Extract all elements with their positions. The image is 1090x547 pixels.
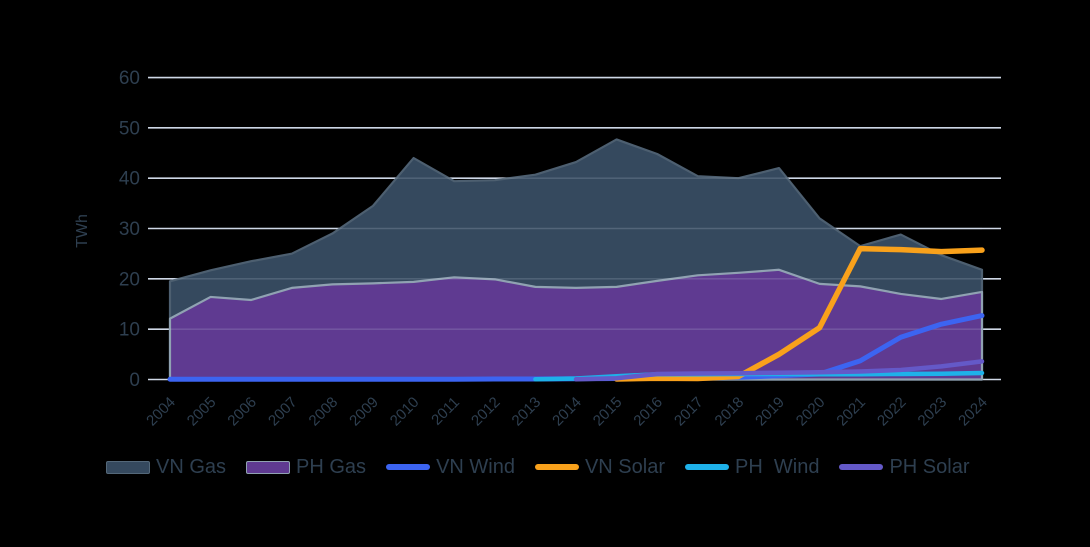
legend-item-vn-wind: VN Wind	[386, 457, 515, 477]
legend-item-ph-gas: PH Gas	[246, 457, 366, 477]
ph-wind-swatch	[685, 464, 729, 470]
x-axis-tick-label: 2009	[346, 394, 382, 430]
gridline-overlay	[170, 76, 982, 330]
vn-gas-swatch	[106, 460, 150, 474]
y-axis-tick-label: 20	[119, 269, 140, 290]
x-axis-tick-label: 2004	[143, 394, 179, 430]
legend-label-vn-wind: VN Wind	[436, 456, 515, 478]
vn-solar-line	[613, 245, 985, 382]
vn-solar-swatch	[534, 464, 579, 470]
legend-item-ph-solar: PH Solar	[839, 456, 970, 478]
ph-gas-swatch	[246, 460, 291, 474]
x-axis-tick-label: 2016	[630, 394, 666, 430]
vn-wind-swatch	[386, 464, 431, 470]
x-axis-labels: 2004 2005 2006 2007 2008 2009 2010 2011 2012 2013…	[143, 394, 991, 430]
x-axis-tick-label: 2014	[549, 394, 585, 430]
y-axis-tick-label: 30	[119, 219, 140, 240]
legend-label-ph-wind: PH Wind	[735, 456, 820, 478]
x-axis-tick-label: 2024	[955, 394, 991, 430]
x-axis-tick-label: 2020	[793, 394, 829, 430]
y-axis-tick-label: 50	[119, 118, 140, 139]
y-axis-tick-label: 40	[119, 169, 140, 190]
x-axis-tick-label: 2023	[915, 394, 951, 430]
x-axis-tick-label: 2010	[387, 394, 423, 430]
x-axis-tick-label: 2012	[468, 394, 504, 430]
legend-label-vn-solar: VN Solar	[584, 456, 665, 478]
legend-label-ph-gas: PH Gas	[296, 456, 367, 478]
x-axis-tick-label: 2021	[833, 394, 869, 430]
x-axis-tick-label: 2006	[224, 394, 260, 430]
x-axis-tick-label: 2019	[752, 394, 788, 430]
x-axis-tick-label: 2005	[184, 394, 220, 430]
y-axis-title: TWh	[74, 214, 91, 248]
x-axis-tick-label: 2007	[265, 394, 301, 430]
x-axis-tick-label: 2011	[428, 394, 463, 429]
x-axis-tick-label: 2008	[306, 394, 342, 430]
legend-label-vn-gas: VN Gas	[156, 456, 227, 478]
y-axis-tick-label: 60	[119, 68, 140, 89]
x-axis-tick-label: 2018	[712, 394, 748, 430]
chart-legend: VN Gas PH Gas VN Wind VN Solar PH Wind P…	[106, 457, 970, 477]
legend-item-vn-solar: VN Solar	[534, 456, 665, 478]
ph-solar-line	[573, 359, 985, 382]
ph-solar-swatch	[839, 464, 884, 470]
legend-label-ph-solar: PH Solar	[889, 456, 970, 478]
x-axis-tick-label: 2015	[590, 394, 626, 430]
x-axis-tick-label: 2013	[509, 394, 545, 430]
legend-item-ph-wind: PH Wind	[685, 457, 819, 477]
x-axis-tick-label: 2017	[671, 394, 707, 430]
y-axis-tick-label: 10	[119, 320, 140, 341]
x-axis-tick-label: 2022	[874, 394, 910, 430]
y-axis-tick-label: 0	[129, 370, 140, 391]
legend-item-vn-gas: VN Gas	[106, 457, 226, 477]
